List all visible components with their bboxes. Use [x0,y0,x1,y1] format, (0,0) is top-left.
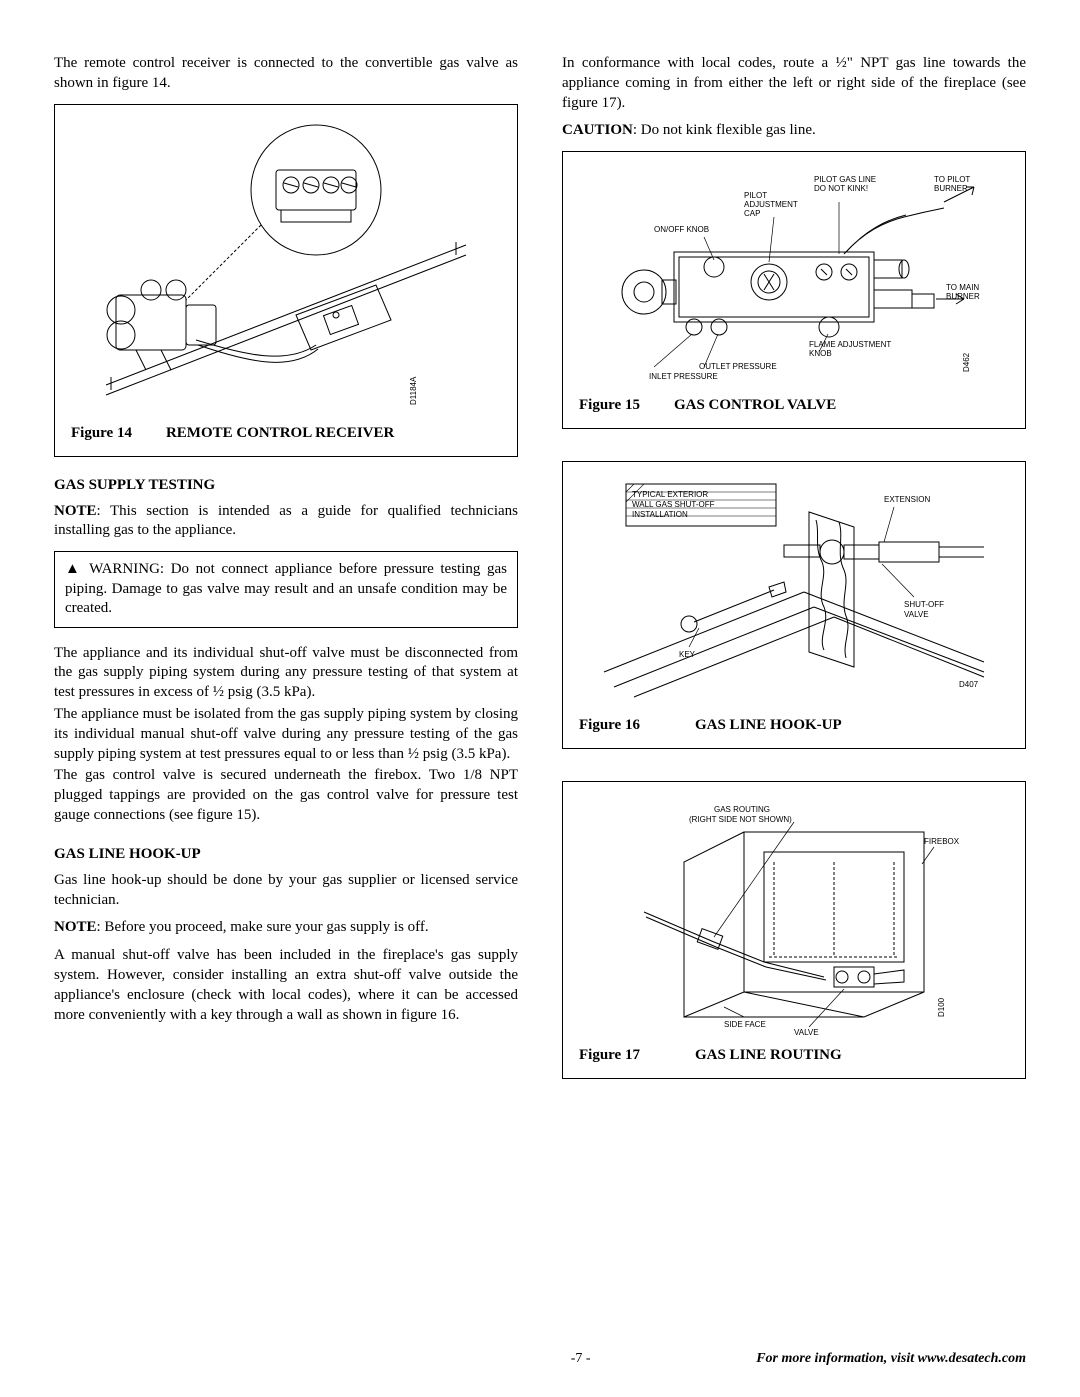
para-isolate: The appliance must be isolated from the … [54,705,518,764]
lbl-firebox: FIREBOX [924,837,960,846]
figure-14-caption: Figure 14 REMOTE CONTROL RECEIVER [65,425,507,442]
figure-14-svg: D1184A [86,115,486,415]
note1-label: NOTE [54,503,97,519]
lbl-routing: GAS ROUTING(RIGHT SIDE NOT SHOWN) [689,805,792,824]
caution-line: CAUTION: Do not kink flexible gas line. [562,121,1026,141]
warning-text: WARNING: Do not connect appliance before… [65,561,507,616]
fig15-num: Figure 15 [579,397,640,413]
footer: -7 - For more information, visit www.des… [54,1351,1026,1367]
fig17-id: D100 [937,998,946,1018]
figure-15-box: ON/OFF KNOB PILOTADJUSTMENTCAP PILOT GAS… [562,151,1026,429]
two-column-layout: The remote control receiver is connected… [54,54,1026,1097]
lbl-to-pilot: TO PILOTBURNER [934,175,970,193]
fig17-title: GAS LINE ROUTING [695,1047,842,1063]
intro-right: In conformance with local codes, route a… [562,54,1026,113]
fig16-num: Figure 16 [579,717,640,733]
intro-left: The remote control receiver is connected… [54,54,518,94]
fig14-title: REMOTE CONTROL RECEIVER [166,425,394,441]
note2-body: : Before you proceed, make sure your gas… [97,919,429,935]
fig16-title: GAS LINE HOOK-UP [695,717,842,733]
page: The remote control receiver is connected… [0,0,1080,1397]
lbl-flame-adj: FLAME ADJUSTMENTKNOB [809,340,891,358]
fig16-id: D407 [959,680,979,689]
fig17-num: Figure 17 [579,1047,640,1063]
lbl-extension: EXTENSION [884,495,930,504]
figure-15-caption: Figure 15 GAS CONTROL VALVE [573,397,1015,414]
lbl-key: KEY [679,650,696,659]
lbl-inlet: INLET PRESSURE [649,372,718,381]
figure-16-caption: Figure 16 GAS LINE HOOK-UP [573,717,1015,734]
lbl-sideface: SIDE FACE [724,1020,766,1029]
note-1: NOTE: This section is intended as a guid… [54,502,518,542]
figure-16-svg: TYPICAL EXTERIORWALL GAS SHUT-OFFINSTALL… [584,472,1004,707]
para-shutoff-disconnect: The appliance and its individual shut-of… [54,644,518,703]
fig15-id: D462 [962,353,971,373]
left-column: The remote control receiver is connected… [54,54,518,1097]
gas-supply-testing-head: GAS SUPPLY TESTING [54,477,518,494]
caution-body: : Do not kink flexible gas line. [633,122,816,138]
note1-body: : This section is intended as a guide fo… [54,503,518,539]
figure-15-svg: ON/OFF KNOB PILOTADJUSTMENTCAP PILOT GAS… [584,162,1004,387]
lbl-pilot-adj: PILOTADJUSTMENTCAP [744,191,798,218]
lbl-to-main: TO MAINBURNER [946,283,980,301]
note-2: NOTE: Before you proceed, make sure your… [54,918,518,938]
right-column: In conformance with local codes, route a… [562,54,1026,1097]
note2-label: NOTE [54,919,97,935]
caution-label: CAUTION [562,122,633,138]
figure-17-svg: GAS ROUTING(RIGHT SIDE NOT SHOWN) FIREBO… [584,792,1004,1037]
para-supplier: Gas line hook-up should be done by your … [54,871,518,911]
figure-16-box: TYPICAL EXTERIORWALL GAS SHUT-OFFINSTALL… [562,461,1026,749]
lbl-wall: TYPICAL EXTERIORWALL GAS SHUT-OFFINSTALL… [632,490,715,519]
warning-box: ▲ WARNING: Do not connect appliance befo… [54,551,518,628]
lbl-outlet: OUTLET PRESSURE [699,362,777,371]
fig15-title: GAS CONTROL VALVE [674,397,836,413]
fig14-num: Figure 14 [71,425,132,441]
figure-14-box: D1184A Figure 14 REMOTE CONTROL RECEIVER [54,104,518,457]
figure-17-box: GAS ROUTING(RIGHT SIDE NOT SHOWN) FIREBO… [562,781,1026,1079]
fig14-id: D1184A [409,376,418,405]
warning-icon: ▲ [65,561,83,577]
lbl-onoff: ON/OFF KNOB [654,225,709,234]
para-manual-shutoff: A manual shut-off valve has been include… [54,946,518,1025]
figure-17-caption: Figure 17 GAS LINE ROUTING [573,1047,1015,1064]
lbl-pilot-gas: PILOT GAS LINEDO NOT KINK! [814,175,876,193]
page-number: -7 - [405,1351,756,1367]
lbl-valve: VALVE [794,1028,819,1037]
para-control-valve: The gas control valve is secured underne… [54,766,518,825]
lbl-shutoff: SHUT-OFFVALVE [904,600,944,619]
gas-line-hookup-head: GAS LINE HOOK-UP [54,846,518,863]
footer-info: For more information, visit www.desatech… [756,1351,1026,1367]
